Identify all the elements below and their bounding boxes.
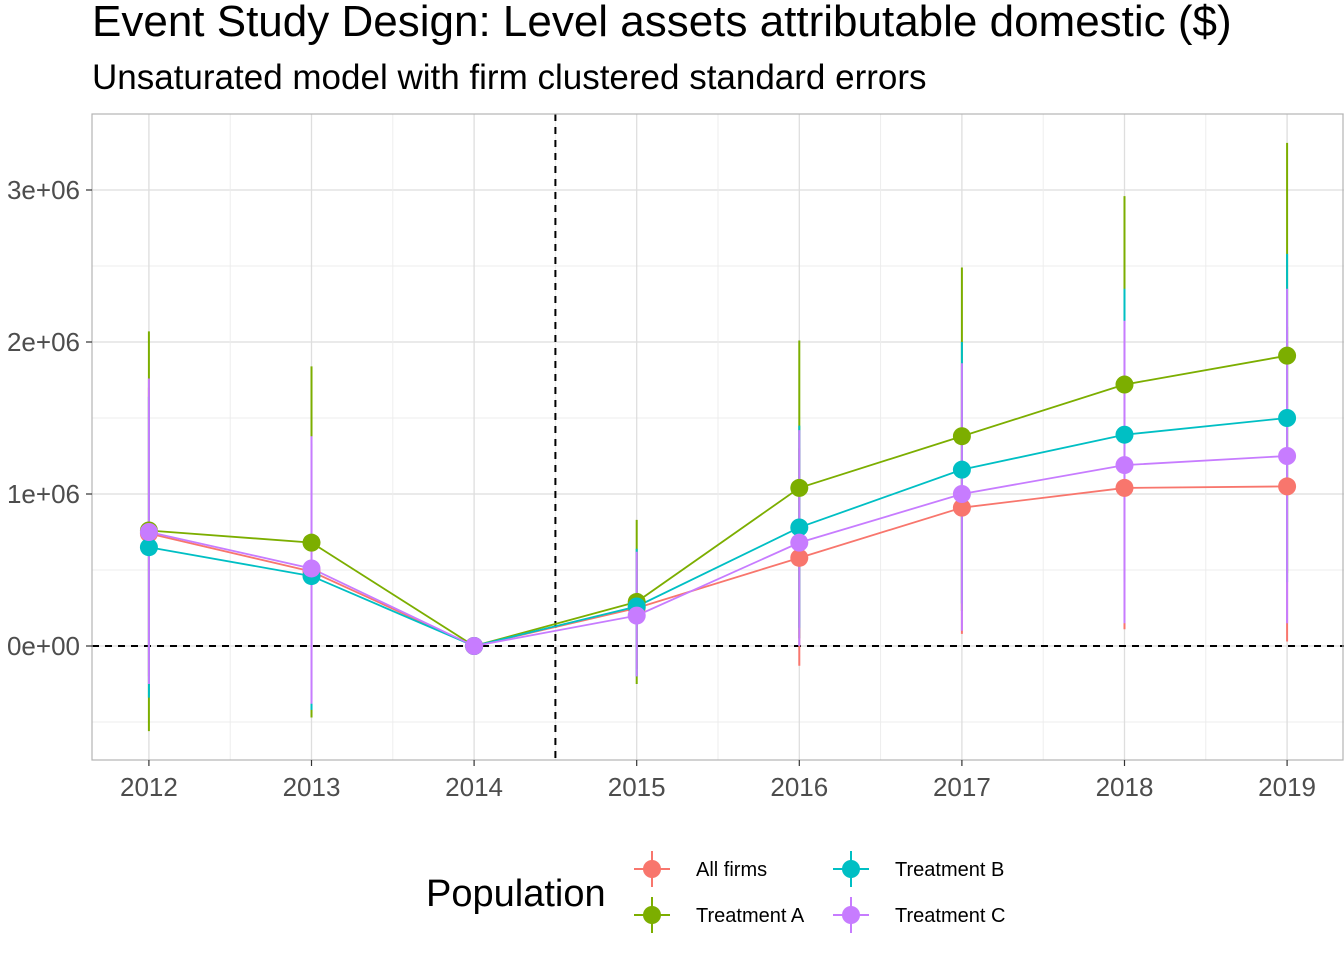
series-line-treatment-a (148, 354, 1288, 647)
x-axis-ticks: 2012 2013 2014 2015 2016 2017 2018 2019 (120, 760, 1316, 802)
y-tick-label: 1e+06 (7, 479, 80, 509)
y-tick-label: 3e+06 (7, 175, 80, 205)
legend-label-treatment-c: Treatment C (895, 905, 1005, 927)
data-point-treatment-c (465, 637, 484, 655)
x-tick-label: 2019 (1258, 772, 1316, 802)
data-point-treatment-c (1278, 447, 1297, 465)
data-point-all-firms (1115, 478, 1134, 497)
legend-key-point-treatment-a (643, 906, 661, 924)
legend: Population All firms Treatment A Treatment … (426, 851, 1005, 933)
reference-lines (92, 114, 1344, 760)
data-point-treatment-b (1115, 425, 1134, 444)
data-point-treatment-b (1278, 409, 1297, 427)
plot-grid (92, 113, 1344, 760)
data-point-treatment-c (952, 485, 971, 503)
data-point-treatment-a (790, 478, 809, 497)
legend-label-treatment-b: Treatment B (895, 859, 1004, 881)
series-line-all-firms (148, 485, 1288, 647)
series-line-treatment-b (148, 417, 1288, 647)
y-tick-label: 2e+06 (7, 327, 80, 357)
y-tick-label: 0e+00 (7, 631, 80, 661)
plot-panel-border (91, 113, 1344, 761)
legend-key-point-treatment-b (842, 860, 860, 878)
x-tick-label: 2013 (283, 772, 341, 802)
data-point-treatment-c (302, 559, 321, 578)
legend-title: Population (426, 873, 606, 915)
data-point-treatment-b (790, 518, 809, 537)
data-points (139, 346, 1297, 655)
legend-label-all-firms: All firms (696, 859, 767, 881)
series-line-treatment-c (148, 455, 1288, 647)
x-tick-label: 2018 (1096, 772, 1154, 802)
data-point-treatment-c (139, 523, 158, 541)
data-point-treatment-a (952, 427, 971, 446)
series-lines (148, 354, 1288, 647)
x-tick-label: 2017 (933, 772, 991, 802)
x-tick-label: 2015 (608, 772, 666, 802)
x-tick-label: 2014 (445, 772, 503, 802)
chart-subtitle: Unsaturated model with firm clustered st… (92, 58, 927, 97)
data-point-treatment-b (952, 460, 971, 479)
data-point-treatment-a (302, 533, 321, 552)
chart-title: Event Study Design: Level assets attribu… (92, 0, 1232, 46)
y-axis-ticks: 0e+00 1e+06 2e+06 3e+06 (7, 175, 92, 661)
legend-label-treatment-a: Treatment A (696, 905, 805, 927)
data-point-treatment-c (790, 533, 809, 552)
data-point-treatment-a (1115, 375, 1134, 394)
legend-key-point-all-firms (643, 860, 661, 878)
data-point-all-firms (790, 548, 809, 567)
data-point-all-firms (1278, 477, 1297, 496)
data-point-all-firms (952, 498, 971, 517)
x-tick-label: 2016 (770, 772, 828, 802)
data-point-treatment-c (1115, 456, 1134, 475)
data-point-treatment-a (1278, 346, 1297, 365)
data-point-treatment-c (627, 606, 646, 625)
legend-key-point-treatment-c (842, 906, 860, 924)
data-point-treatment-b (139, 538, 158, 557)
x-tick-label: 2012 (120, 772, 178, 802)
